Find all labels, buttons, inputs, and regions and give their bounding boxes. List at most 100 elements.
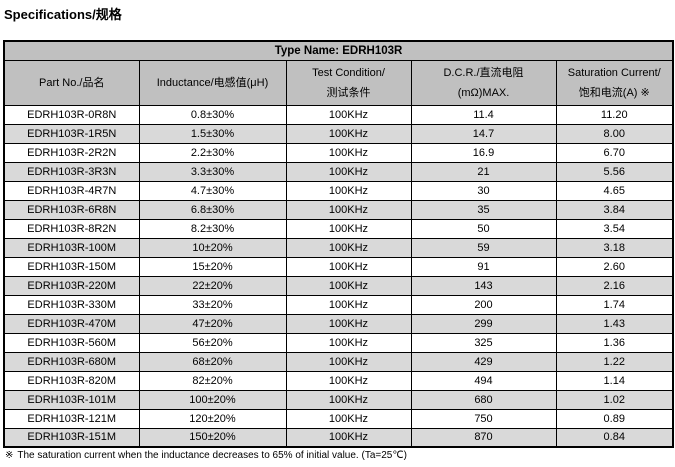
part-no-cell: EDRH103R-0R8N <box>3 104 140 125</box>
dcr-cell: 429 <box>410 351 557 372</box>
inductance-cell: 8.2±30% <box>138 218 287 239</box>
test-condition-cell: 100KHz <box>285 332 412 353</box>
test-condition-cell: 100KHz <box>285 123 412 144</box>
test-condition-cell: 100KHz <box>285 427 412 448</box>
test-condition-cell: 100KHz <box>285 180 412 201</box>
saturation-current-cell: 2.16 <box>555 275 674 296</box>
table-row: EDRH103R-470M 47±20% 100KHz 299 1.43 <box>3 313 674 334</box>
part-no-cell: EDRH103R-6R8N <box>3 199 140 220</box>
saturation-current-cell: 1.14 <box>555 370 674 391</box>
table-row: EDRH103R-0R8N 0.8±30% 100KHz 11.4 11.20 <box>3 104 674 125</box>
saturation-current-cell: 1.02 <box>555 389 674 410</box>
test-condition-cell: 100KHz <box>285 408 412 429</box>
saturation-current-cell: 0.89 <box>555 408 674 429</box>
test-condition-cell: 100KHz <box>285 199 412 220</box>
table-row: EDRH103R-8R2N 8.2±30% 100KHz 50 3.54 <box>3 218 674 239</box>
footnote: ※ The saturation current when the inducta… <box>5 450 407 461</box>
inductance-cell: 15±20% <box>138 256 287 277</box>
reference-mark-icon: ※ <box>5 450 14 461</box>
column-header-line: D.C.R./直流电阻 <box>443 66 524 79</box>
column-header-line: 测试条件 <box>326 86 371 99</box>
spec-table-body: EDRH103R-0R8N 0.8±30% 100KHz 11.4 11.20 EDRH1… <box>3 104 674 448</box>
column-header-row: Part No./品名 Inductance/电感值(μH) Test Cond… <box>3 59 674 106</box>
part-no-cell: EDRH103R-121M <box>3 408 140 429</box>
saturation-current-cell: 6.70 <box>555 142 674 163</box>
inductance-cell: 56±20% <box>138 332 287 353</box>
column-header-saturation-current: Saturation Current/ 饱和电流(A) ※ <box>555 59 674 106</box>
part-no-cell: EDRH103R-820M <box>3 370 140 391</box>
column-header-line: Inductance/电感值(μH) <box>156 76 269 89</box>
column-header-dcr: D.C.R./直流电阻 (mΩ)MAX. <box>410 59 557 106</box>
dcr-cell: 299 <box>410 313 557 334</box>
inductance-cell: 120±20% <box>138 408 287 429</box>
inductance-cell: 3.3±30% <box>138 161 287 182</box>
saturation-current-cell: 3.84 <box>555 199 674 220</box>
saturation-current-cell: 4.65 <box>555 180 674 201</box>
table-row: EDRH103R-820M 82±20% 100KHz 494 1.14 <box>3 370 674 391</box>
part-no-cell: EDRH103R-1R5N <box>3 123 140 144</box>
dcr-cell: 143 <box>410 275 557 296</box>
dcr-cell: 14.7 <box>410 123 557 144</box>
dcr-cell: 35 <box>410 199 557 220</box>
column-header-test-condition: Test Condition/ 测试条件 <box>285 59 412 106</box>
dcr-cell: 494 <box>410 370 557 391</box>
table-row: EDRH103R-220M 22±20% 100KHz 143 2.16 <box>3 275 674 296</box>
column-header-part-no: Part No./品名 <box>3 59 140 106</box>
type-name-row: Type Name: EDRH103R <box>3 40 674 61</box>
test-condition-cell: 100KHz <box>285 313 412 334</box>
table-row: EDRH103R-3R3N 3.3±30% 100KHz 21 5.56 <box>3 161 674 182</box>
dcr-cell: 16.9 <box>410 142 557 163</box>
table-row: EDRH103R-100M 10±20% 100KHz 59 3.18 <box>3 237 674 258</box>
dcr-cell: 21 <box>410 161 557 182</box>
table-row: EDRH103R-680M 68±20% 100KHz 429 1.22 <box>3 351 674 372</box>
part-no-cell: EDRH103R-151M <box>3 427 140 448</box>
part-no-cell: EDRH103R-220M <box>3 275 140 296</box>
test-condition-cell: 100KHz <box>285 142 412 163</box>
part-no-cell: EDRH103R-2R2N <box>3 142 140 163</box>
test-condition-cell: 100KHz <box>285 370 412 391</box>
part-no-cell: EDRH103R-560M <box>3 332 140 353</box>
dcr-cell: 750 <box>410 408 557 429</box>
inductance-cell: 47±20% <box>138 313 287 334</box>
saturation-current-cell: 3.54 <box>555 218 674 239</box>
saturation-current-cell: 1.22 <box>555 351 674 372</box>
column-header-line: Part No./品名 <box>39 76 105 89</box>
column-header-inductance: Inductance/电感值(μH) <box>138 59 287 106</box>
inductance-cell: 33±20% <box>138 294 287 315</box>
saturation-current-cell: 5.56 <box>555 161 674 182</box>
test-condition-cell: 100KHz <box>285 104 412 125</box>
saturation-current-cell: 1.36 <box>555 332 674 353</box>
part-no-cell: EDRH103R-150M <box>3 256 140 277</box>
dcr-cell: 325 <box>410 332 557 353</box>
test-condition-cell: 100KHz <box>285 275 412 296</box>
part-no-cell: EDRH103R-3R3N <box>3 161 140 182</box>
table-row: EDRH103R-1R5N 1.5±30% 100KHz 14.7 8.00 <box>3 123 674 144</box>
saturation-current-cell: 8.00 <box>555 123 674 144</box>
test-condition-cell: 100KHz <box>285 161 412 182</box>
table-row: EDRH103R-6R8N 6.8±30% 100KHz 35 3.84 <box>3 199 674 220</box>
inductance-cell: 0.8±30% <box>138 104 287 125</box>
type-name-header: Type Name: EDRH103R <box>3 40 674 61</box>
test-condition-cell: 100KHz <box>285 218 412 239</box>
inductance-cell: 68±20% <box>138 351 287 372</box>
page-title: Specifications/规格 <box>4 7 122 22</box>
dcr-cell: 11.4 <box>410 104 557 125</box>
dcr-cell: 200 <box>410 294 557 315</box>
inductance-cell: 6.8±30% <box>138 199 287 220</box>
part-no-cell: EDRH103R-100M <box>3 237 140 258</box>
dcr-cell: 870 <box>410 427 557 448</box>
dcr-cell: 91 <box>410 256 557 277</box>
footnote-text: The saturation current when the inductan… <box>17 450 407 461</box>
specifications-table: Type Name: EDRH103R Part No./品名 Inductan… <box>3 40 675 448</box>
test-condition-cell: 100KHz <box>285 256 412 277</box>
saturation-current-cell: 3.18 <box>555 237 674 258</box>
inductance-cell: 150±20% <box>138 427 287 448</box>
test-condition-cell: 100KHz <box>285 237 412 258</box>
saturation-current-cell: 1.74 <box>555 294 674 315</box>
table-row: EDRH103R-151M 150±20% 100KHz 870 0.84 <box>3 427 674 448</box>
part-no-cell: EDRH103R-8R2N <box>3 218 140 239</box>
inductance-cell: 82±20% <box>138 370 287 391</box>
inductance-cell: 1.5±30% <box>138 123 287 144</box>
inductance-cell: 4.7±30% <box>138 180 287 201</box>
inductance-cell: 100±20% <box>138 389 287 410</box>
